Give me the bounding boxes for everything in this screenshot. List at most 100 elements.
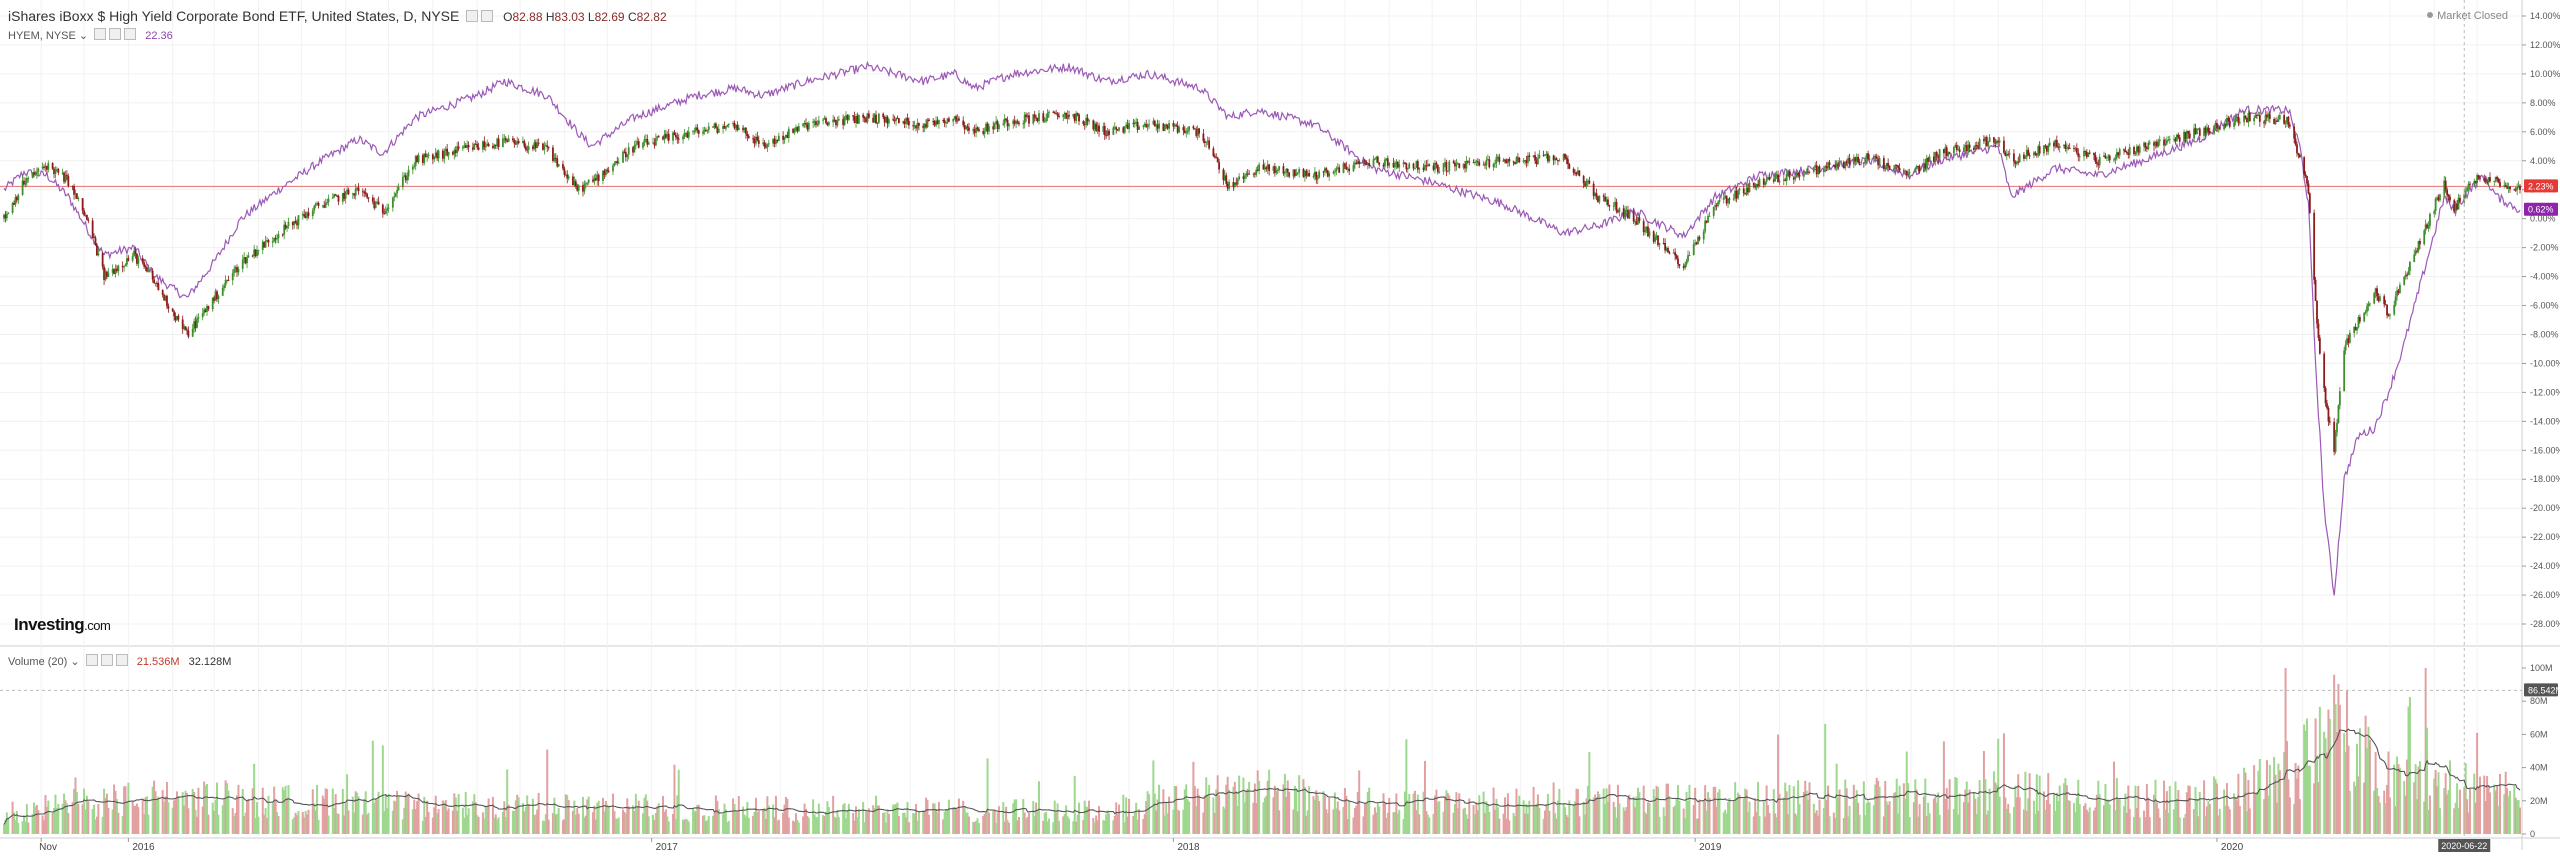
volume-bar [23, 815, 26, 834]
volume-bar [1605, 788, 1608, 834]
volume-bar [976, 818, 979, 834]
candle-body [1316, 177, 1319, 180]
volume-bar [1705, 810, 1708, 834]
candle-body [842, 119, 845, 126]
candle-body [616, 161, 619, 163]
volume-bar [1792, 786, 1795, 834]
eye-icon[interactable] [94, 28, 107, 40]
candle-body [381, 204, 384, 214]
volume-bar [566, 795, 569, 834]
volume-bar [876, 805, 879, 834]
candle-body [1762, 178, 1765, 185]
volume-label[interactable]: Volume (20) [8, 656, 68, 668]
candle-body [1605, 199, 1608, 202]
volume-bars [3, 668, 2521, 834]
volume-bar [642, 813, 645, 834]
candle-body [586, 182, 589, 184]
volume-bar [104, 798, 107, 834]
candle-body [2248, 112, 2251, 122]
chevron-down-icon[interactable]: ⌄ [70, 656, 80, 668]
settings-icon[interactable] [100, 654, 113, 666]
eye-icon[interactable] [85, 654, 98, 666]
volume-bar [1136, 819, 1139, 834]
volume-bar [526, 795, 529, 834]
volume-bar [1868, 802, 1871, 834]
compare-symbol[interactable]: HYEM, NYSE [8, 30, 76, 42]
volume-bar [1232, 786, 1235, 834]
candle-body [2236, 116, 2238, 118]
volume-bar [1847, 816, 1850, 834]
candle-body [958, 118, 960, 121]
candle-body [1505, 160, 1508, 164]
volume-bar [1628, 794, 1631, 834]
candle-body [1375, 156, 1378, 159]
volume-bar [77, 803, 80, 834]
close-icon[interactable] [115, 654, 128, 666]
settings-icon[interactable] [481, 10, 494, 22]
candle-body [347, 189, 350, 195]
volume-bar [704, 821, 707, 834]
volume-bar [1132, 816, 1135, 834]
volume-bar [1466, 818, 1469, 834]
volume-bar [2045, 799, 2048, 834]
volume-bar [1522, 800, 1525, 834]
eye-icon[interactable] [466, 10, 479, 22]
candle-body [1515, 157, 1518, 164]
candle-body [1496, 156, 1499, 158]
volume-bar [233, 815, 236, 834]
candle-body [1328, 173, 1331, 177]
volume-bar [1415, 810, 1418, 834]
candle-body [1492, 164, 1495, 168]
volume-bar [1062, 816, 1065, 834]
volume-bar [644, 794, 647, 834]
volume-bar [276, 812, 279, 834]
volume-bar [1658, 816, 1661, 834]
candle-body [813, 121, 816, 123]
volume-bar [807, 817, 810, 834]
chevron-down-icon[interactable]: ⌄ [78, 30, 89, 42]
settings-icon[interactable] [109, 28, 122, 40]
candle-body [346, 189, 348, 192]
volume-bar [111, 809, 114, 834]
volume-bar [2384, 803, 2387, 834]
volume-bar [1308, 786, 1311, 834]
candle-body [1973, 147, 1975, 150]
candle-body [1195, 129, 1198, 136]
volume-bar [883, 812, 886, 834]
volume-bar [2343, 733, 2346, 834]
candle-body [1025, 114, 1028, 117]
candle-body [807, 122, 810, 130]
volume-bar [573, 800, 576, 834]
volume-bar [2092, 810, 2095, 834]
volume-bar [317, 819, 320, 834]
close-icon[interactable] [124, 28, 137, 40]
volume-bar [554, 814, 557, 834]
volume-bar [583, 817, 586, 834]
volume-bar [1013, 799, 1016, 834]
volume-bar [754, 797, 757, 834]
candle-body [896, 118, 899, 120]
volume-bar [1482, 791, 1485, 834]
volume-bar [197, 787, 200, 834]
volume-bar [1026, 816, 1029, 834]
volume-bar [1992, 771, 1995, 834]
volume-bar [817, 803, 820, 834]
volume-bar [2074, 811, 2077, 834]
volume-bar [531, 798, 534, 834]
volume-bar [847, 803, 850, 834]
candle-body [2407, 270, 2410, 275]
candle-body [2258, 115, 2261, 122]
volume-bar [2022, 809, 2025, 834]
volume-bar [797, 822, 800, 834]
candle-body [552, 147, 554, 161]
candle-body [196, 318, 198, 328]
volume-bar [1385, 817, 1388, 834]
volume-bar [1412, 793, 1415, 834]
candle-body [403, 175, 406, 177]
volume-bar [2197, 816, 2200, 834]
candle-body [421, 155, 424, 163]
volume-bar [1435, 789, 1438, 834]
volume-bar [366, 814, 369, 834]
volume-bar [1634, 807, 1637, 834]
